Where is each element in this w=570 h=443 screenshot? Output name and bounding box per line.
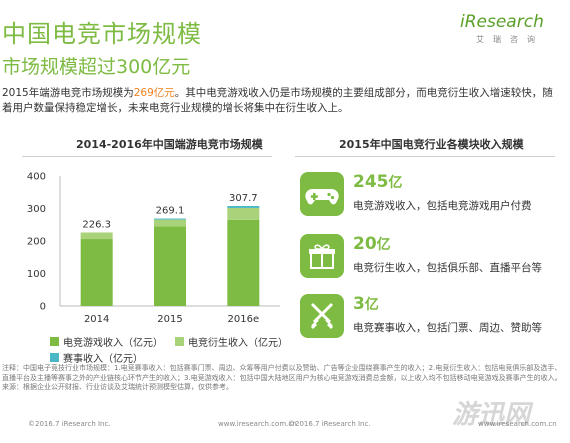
watermark-logo: 游迅网 xyxy=(452,400,531,430)
module-text-game: 电竞游戏收入，包括电竞游戏用户付费 xyxy=(353,200,532,212)
x-tick-label-2: 2016e xyxy=(228,314,260,325)
bar-0-1 xyxy=(154,226,186,306)
module-text-derivative: 电竞衍生收入，包括俱乐部、直播平台等 xyxy=(353,262,542,274)
y-tick-label-3: 300 xyxy=(27,204,46,215)
data-label-0: 226.3 xyxy=(82,219,111,230)
data-label-1: 269.1 xyxy=(156,206,185,217)
legend-item-game: 电竞游戏收入（亿元） xyxy=(50,334,163,349)
bar-2-2 xyxy=(227,205,260,208)
legend-item-event: 赛事收入（亿元） xyxy=(50,350,143,365)
legend-label-game: 电竞游戏收入（亿元） xyxy=(63,338,163,349)
description: 2015年端游电竞市场规模为269亿元。其中电竞游戏收入仍是市场规模的主要组成部… xyxy=(2,86,562,116)
iresearch-logo: iResearch 艾瑞咨询 xyxy=(460,12,550,52)
module-value-event: 3亿 xyxy=(353,294,379,314)
crossed-swords-icon xyxy=(300,294,344,338)
bar-0-0 xyxy=(80,239,113,306)
left-panel-title: 2014-2016年中国端游电竞市场规模 xyxy=(76,138,263,151)
module-value-derivative: 20亿 xyxy=(353,234,391,254)
module-card-game: 245亿 电竞游戏收入，包括电竞游戏用户付费 xyxy=(300,172,560,222)
gamepad-icon xyxy=(300,172,344,216)
description-part2: 。其中电竞游戏收入仍是市场规模的主要组成部分，而电竞衍生收入增速较快，随着用户数… xyxy=(2,87,553,114)
x-tick-label-0: 2014 xyxy=(84,314,109,325)
logo-subtext: 艾瑞咨询 xyxy=(476,35,544,44)
description-highlight: 269亿元 xyxy=(133,87,175,99)
logo-text: iResearch xyxy=(460,12,544,32)
y-tick-label-4: 400 xyxy=(27,172,46,183)
gift-icon xyxy=(300,234,344,278)
notes-line-1: 注释：中国电子竞技行业市场规模：1.电竞赛事收入：包括赛事门票、周边、众筹等用户… xyxy=(2,364,562,382)
footer-url-right: www.iresearch.com.cn xyxy=(478,420,557,428)
bar-2-1 xyxy=(154,218,186,220)
legend-item-derivative: 电竞衍生收入（亿元） xyxy=(175,334,288,349)
data-label-2: 307.7 xyxy=(229,193,258,204)
module-card-event: 3亿 电竞赛事收入，包括门票、周边、赞助等 xyxy=(300,294,560,344)
bar-0-2 xyxy=(227,219,260,306)
x-tick-label-1: 2015 xyxy=(157,314,182,325)
bar-1-2 xyxy=(227,207,260,220)
footer-url-left: www.iresearch.com.cn xyxy=(218,420,297,428)
notes-line-2: 来源：根据企业公开财报、行业访谈及艾瑞统计预测模型估算，仅供参考。 xyxy=(2,383,233,391)
bar-1-0 xyxy=(80,232,113,240)
y-tick-label-2: 200 xyxy=(27,237,46,248)
legend-label-derivative: 电竞衍生收入（亿元） xyxy=(188,338,288,349)
market-size-chart: 0 100 200 300 400 226.3 2014 269.1 2015 307.7 2016… xyxy=(27,172,280,325)
right-panel-divider xyxy=(295,156,555,157)
module-text-event: 电竞赛事收入，包括门票、周边、赞助等 xyxy=(353,322,542,334)
page-subtitle: 市场规模超过300亿元 xyxy=(2,56,191,78)
description-part1: 2015年端游电竞市场规模为 xyxy=(2,87,134,99)
left-panel-divider xyxy=(22,156,272,157)
module-card-derivative: 20亿 电竞衍生收入，包括俱乐部、直播平台等 xyxy=(300,234,560,284)
module-value-game: 245亿 xyxy=(353,172,403,192)
footer-copyright-left: ©2016.7 iResearch Inc. xyxy=(28,420,111,428)
legend-swatch-game xyxy=(50,337,59,346)
right-panel-title: 2015年中国电竞行业各模块收入规模 xyxy=(339,138,524,151)
footer-copyright-right: ©2016.7 iResearch Inc. xyxy=(288,420,371,428)
page-title: 中国电竞市场规模 xyxy=(2,20,202,48)
legend-swatch-derivative xyxy=(175,337,184,346)
notes: 注释：中国电子竞技行业市场规模：1.电竞赛事收入：包括赛事门票、周边、众筹等用户… xyxy=(2,364,562,393)
y-tick-label-1: 100 xyxy=(27,269,46,280)
legend-swatch-event xyxy=(50,353,59,362)
legend-label-event: 赛事收入（亿元） xyxy=(63,354,143,365)
bar-1-1 xyxy=(154,219,186,227)
y-tick-label-0: 0 xyxy=(40,302,46,313)
